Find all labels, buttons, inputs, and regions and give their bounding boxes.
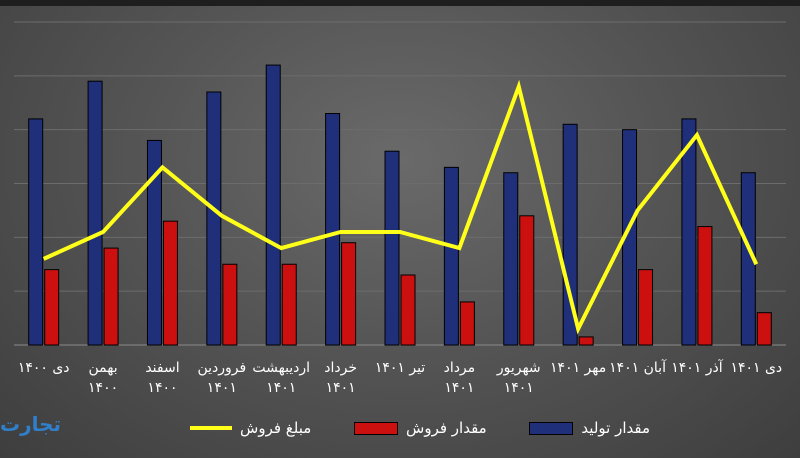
watermark-logo: تجارت (0, 412, 62, 436)
x-tick-label: ۱۴۰۰ (147, 380, 177, 396)
x-tick-label: مرداد (444, 360, 476, 376)
x-tick-label: آذر ۱۴۰۱ (671, 359, 724, 376)
production-bar (325, 113, 341, 346)
sales-quantity-bar (281, 263, 297, 346)
x-tick-label: تیر ۱۴۰۱ (375, 360, 425, 376)
x-tick-label: ۱۴۰۰ (88, 380, 118, 396)
top-strip (0, 0, 800, 6)
production-bar (443, 166, 459, 346)
production-bar (265, 64, 281, 346)
x-tick-label: ۱۴۰۱ (444, 380, 474, 396)
production-bar (146, 139, 162, 346)
legend-item-production: مقدار تولید (529, 419, 650, 437)
sales-quantity-bar (578, 336, 594, 346)
x-tick-labels: دی ۱۴۰۰ بهمن ۱۴۰۰ اسفند ۱۴۰۰ فروردین ۱۴۰۱ اردیب… (18, 359, 782, 396)
production-bar (206, 91, 222, 346)
legend-swatch-sales-amount (190, 426, 233, 430)
production-bar (28, 118, 44, 346)
sales-quantity-bar (638, 269, 654, 346)
production-bar (503, 172, 519, 346)
legend-item-sales-quantity: مقدار فروش (354, 419, 487, 437)
legend-label-production: مقدار تولید (581, 419, 650, 437)
bar-series (28, 64, 772, 346)
legend-label-sales-quantity: مقدار فروش (406, 419, 487, 437)
x-tick-label: ۱۴۰۱ (266, 380, 296, 396)
legend-label-sales-amount: مبلغ فروش (240, 419, 312, 437)
sales-amount-line (42, 79, 759, 335)
production-bar (681, 118, 697, 346)
sales-quantity-bar (756, 312, 772, 346)
sales-quantity-bar (697, 226, 713, 346)
x-tick-label: بهمن (89, 360, 118, 376)
x-tick-label: ۱۴۰۱ (326, 380, 356, 396)
sales-quantity-bar (519, 215, 535, 346)
combo-chart: دی ۱۴۰۰ بهمن ۱۴۰۰ اسفند ۱۴۰۰ فروردین ۱۴۰۱ اردیب… (14, 21, 786, 396)
x-tick-label: آبان ۱۴۰۱ (609, 359, 667, 376)
sales-quantity-bar (222, 263, 238, 346)
gridlines (14, 21, 786, 346)
x-tick-label: اردیبهشت (252, 360, 310, 376)
legend-swatch-production (529, 421, 574, 435)
x-tick-label: ۱۴۰۱ (504, 380, 534, 396)
sales-quantity-bar (400, 274, 416, 346)
sales-quantity-bar (103, 247, 119, 346)
legend-item-sales-amount: مبلغ فروش (190, 419, 311, 437)
sales-quantity-bar (341, 242, 357, 346)
x-tick-label: فروردین (197, 360, 246, 376)
x-tick-label: دی ۱۴۰۰ (18, 360, 70, 376)
sales-quantity-bar (459, 301, 475, 346)
sales-quantity-bar (162, 220, 178, 346)
x-tick-label: مهر ۱۴۰۱ (550, 360, 606, 376)
legend-swatch-sales-quantity (354, 421, 399, 435)
sales-quantity-bar (44, 269, 60, 346)
line-series (42, 79, 759, 335)
x-tick-label: دی ۱۴۰۱ (730, 360, 782, 376)
x-tick-label: شهریور (496, 360, 541, 376)
x-tick-label: خرداد (324, 360, 357, 376)
x-tick-label: اسفند (145, 360, 179, 376)
production-bar (87, 80, 103, 346)
x-tick-label: ۱۴۰۱ (207, 380, 237, 396)
legend: مقدار تولید مقدار فروش مبلغ فروش (190, 416, 650, 440)
production-bar (384, 150, 400, 346)
